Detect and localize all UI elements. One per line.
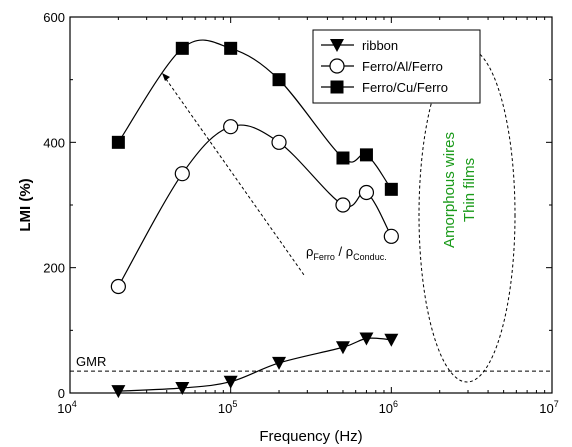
y-tick-label: 600 [43, 10, 65, 25]
y-axis-ticks: 0 200 400 600 [43, 10, 552, 401]
x-tick-label: 106 [379, 399, 398, 416]
x-axis-title: Frequency (Hz) [259, 428, 362, 445]
trend-arrow-head [162, 73, 170, 81]
x-tick-label: 107 [539, 399, 558, 416]
data-point-2 [175, 41, 189, 55]
data-point-1 [271, 134, 287, 150]
x-tick-label: 104 [57, 399, 76, 416]
data-point-0 [111, 385, 126, 399]
data-point-2 [384, 182, 398, 196]
series-markers [110, 41, 399, 399]
data-point-0 [384, 333, 399, 347]
data-point-1 [383, 228, 399, 244]
data-point-0 [175, 381, 190, 395]
data-point-0 [272, 356, 287, 370]
x-axis-ticks: 104 105 106 107 [57, 17, 559, 416]
data-point-1 [223, 119, 239, 135]
legend-label: ribbon [362, 38, 398, 53]
data-point-0 [223, 375, 238, 389]
resistivity-ratio-label: ρFerro / ρConduc. [306, 244, 387, 262]
series-line-0 [118, 337, 392, 392]
x-tick-label: 105 [218, 399, 237, 416]
legend-items: ribbon Ferro/Al/Ferro Ferro/Cu/Ferro [321, 38, 448, 95]
legend-marker [329, 58, 345, 74]
data-point-1 [335, 197, 351, 213]
data-point-1 [174, 166, 190, 182]
gmr-label: GMR [76, 354, 106, 369]
thin-films-label: Thin films [461, 158, 478, 222]
amorphous-wires-label: Amorphous wires [441, 132, 458, 248]
y-tick-label: 0 [58, 386, 65, 401]
data-point-2 [336, 151, 350, 165]
data-point-2 [359, 148, 373, 162]
legend-label: Ferro/Al/Ferro [362, 59, 443, 74]
y-axis-title: LMI (%) [17, 178, 34, 231]
data-point-1 [358, 184, 375, 201]
data-point-2 [272, 73, 286, 87]
ratio-slash: / [335, 244, 346, 259]
rho-conduc-symbol: ρ [346, 244, 353, 259]
data-point-1 [110, 278, 126, 295]
y-tick-label: 200 [43, 261, 65, 276]
legend-marker [330, 39, 344, 52]
data-point-0 [359, 332, 374, 346]
trend-dashed-line [165, 78, 305, 276]
y-tick-label: 400 [43, 135, 65, 150]
data-point-2 [111, 135, 125, 149]
rho-ferro-subscript: Ferro [313, 252, 335, 262]
data-point-0 [335, 341, 350, 355]
data-point-2 [224, 41, 238, 55]
legend-marker [330, 80, 344, 94]
rho-ferro-symbol: ρ [306, 244, 313, 259]
legend-label: Ferro/Cu/Ferro [362, 80, 448, 95]
rho-conduc-subscript: Conduc. [353, 252, 387, 262]
legend: ribbon Ferro/Al/Ferro Ferro/Cu/Ferro [312, 29, 481, 104]
